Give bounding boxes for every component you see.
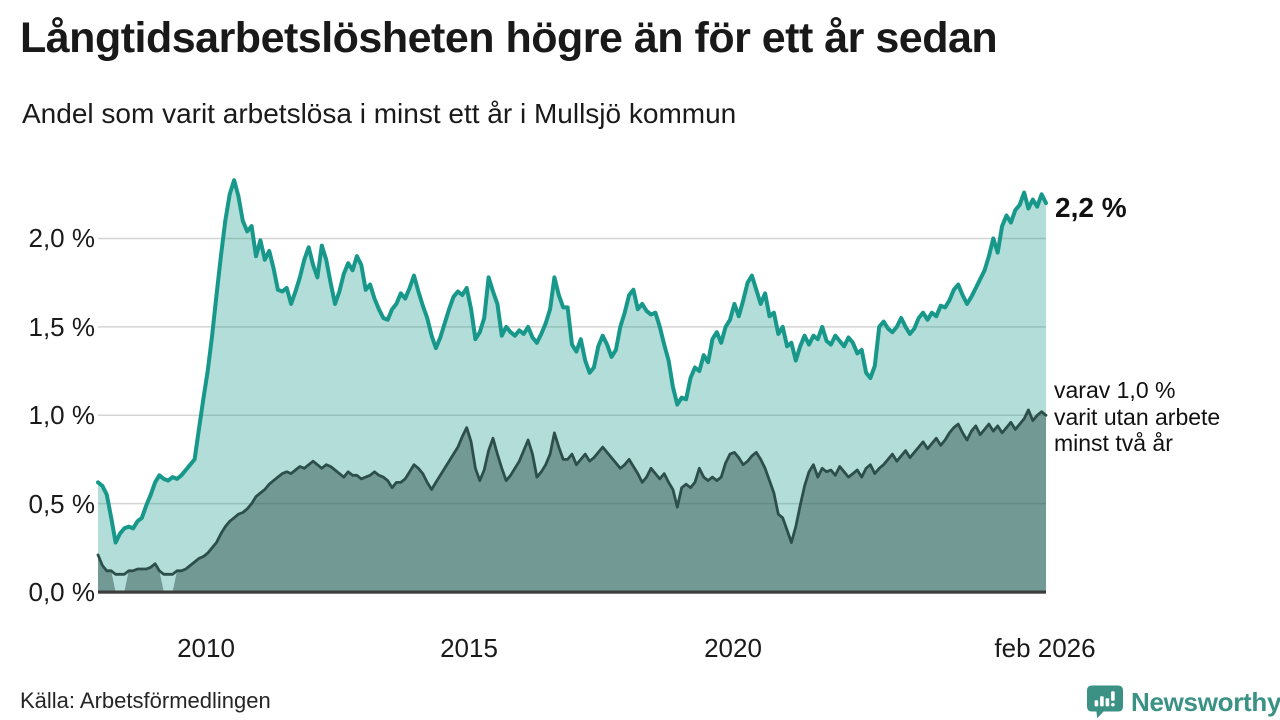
brand-name: Newsworthy xyxy=(1131,686,1280,717)
x-tick-label-2015: 2015 xyxy=(440,633,498,663)
y-tick-label-1-5: 1,5 % xyxy=(28,312,96,342)
y-tick-label-0-0: 0,0 % xyxy=(28,577,96,607)
latest-value-label: 2,2 % xyxy=(1055,192,1127,223)
y-tick-label-0-5: 0,5 % xyxy=(28,489,96,519)
page-title: Långtidsarbetslösheten högre än för ett … xyxy=(20,14,998,62)
x-tick-label-2020: 2020 xyxy=(704,633,762,663)
brand-logo: Newsworthy xyxy=(1086,685,1280,719)
source-credit: Källa: Arbetsförmedlingen xyxy=(20,688,271,713)
secondary-series-label-line3: minst två år xyxy=(1054,430,1173,456)
page-subtitle: Andel som varit arbetslösa i minst ett å… xyxy=(22,98,737,129)
x-tick-label-feb-2026: feb 2026 xyxy=(994,633,1096,663)
series-area-unemployed-2yr xyxy=(98,409,1046,592)
secondary-series-label-line2: varit utan arbete xyxy=(1054,403,1221,430)
series-area-unemployed-1yr xyxy=(98,180,1046,592)
series-line-unemployed-1yr xyxy=(96,178,1048,545)
y-tick-label-1-0: 1,0 % xyxy=(28,400,96,430)
newsworthy-bubble-barchart-icon xyxy=(1087,685,1123,719)
x-tick-label-2010: 2010 xyxy=(177,633,235,663)
x-axis-baseline xyxy=(98,590,1046,594)
y-tick-label-2-0: 2,0 % xyxy=(28,223,96,253)
secondary-series-label-line1: varav 1,0 % xyxy=(1054,377,1176,403)
series-line-unemployed-2yr xyxy=(96,408,1048,576)
secondary-series-label: varav 1,0 % varit utan arbete minst två … xyxy=(1054,377,1220,457)
